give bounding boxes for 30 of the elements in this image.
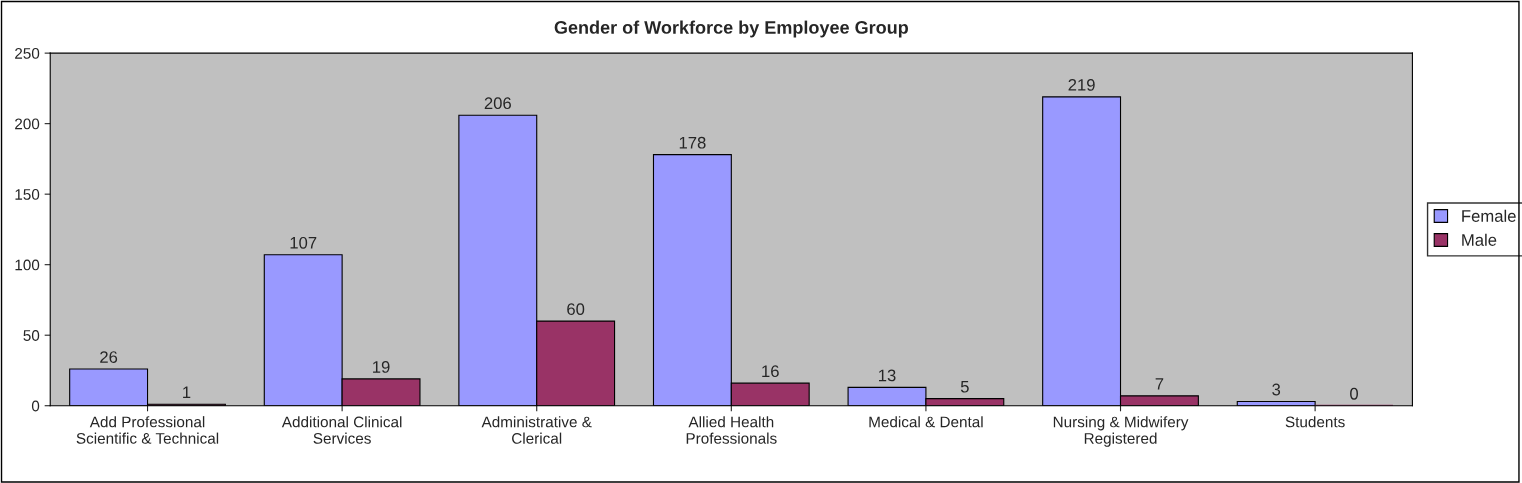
- x-tick-label: Medical & Dental: [869, 416, 983, 428]
- data-label: 26: [100, 351, 118, 363]
- data-label: 16: [762, 365, 779, 378]
- x-tick-label: Allied Health Professionals: [686, 416, 777, 444]
- data-label: 206: [484, 97, 511, 110]
- y-tick-label: 100: [15, 259, 40, 271]
- x-tick-label: Students: [1285, 416, 1345, 428]
- y-tick-label: 0: [31, 400, 40, 412]
- data-label: 7: [1155, 378, 1164, 390]
- chart-title: Gender of Workforce by Employee Group: [554, 20, 909, 38]
- x-tick-label: Additional Clinical Services: [281, 416, 402, 444]
- y-tick-label: 200: [15, 118, 40, 130]
- data-label: 3: [1272, 383, 1281, 396]
- data-label: 13: [879, 369, 896, 382]
- y-tick-label: 250: [15, 48, 40, 59]
- y-tick-label: 50: [23, 330, 40, 341]
- data-label: 178: [679, 136, 706, 149]
- x-tick-label: Nursing & Midwifery Registered: [1053, 416, 1189, 447]
- x-tick-label: Add Professional Scientific & Technical: [76, 416, 219, 444]
- data-label: 1: [183, 386, 191, 399]
- data-label: 219: [1068, 78, 1095, 91]
- legend-label: Female: [1462, 209, 1516, 222]
- data-label: 107: [290, 236, 317, 249]
- data-label: 60: [567, 303, 585, 316]
- data-label: 5: [960, 380, 969, 393]
- data-label: 19: [373, 361, 390, 373]
- x-tick-label: Administrative & Clerical: [481, 416, 592, 444]
- y-tick-label: 150: [15, 189, 40, 200]
- data-label: 0: [1350, 387, 1359, 400]
- legend-label: Male: [1462, 233, 1497, 246]
